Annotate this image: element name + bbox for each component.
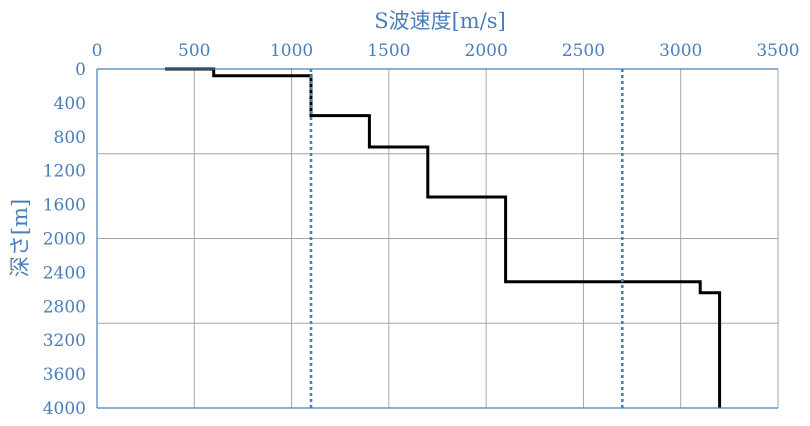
y-tick-label: 1200 <box>43 162 86 182</box>
y-tick-label: 2000 <box>43 230 86 250</box>
x-tick-label: 1500 <box>367 41 410 61</box>
y-tick-label: 2400 <box>43 263 86 283</box>
x-tick-label: 0 <box>92 41 103 61</box>
y-tick-label: 400 <box>54 94 86 114</box>
velocity-profile-line <box>165 67 722 408</box>
axes <box>96 68 778 409</box>
y-tick-label: 0 <box>75 60 86 80</box>
x-tick-label: 2000 <box>465 41 508 61</box>
grid-lines <box>97 69 779 409</box>
y-tick-label: 800 <box>54 128 86 148</box>
y-axis-title: 深さ[m] <box>8 199 32 277</box>
y-tick-label: 3600 <box>43 365 86 385</box>
x-tick-label: 3500 <box>756 41 799 61</box>
x-tick-label: 3000 <box>659 41 702 61</box>
x-tick-label: 500 <box>178 41 210 61</box>
x-tick-label: 2500 <box>562 41 605 61</box>
x-tick-label: 1000 <box>270 41 313 61</box>
y-tick-label: 2800 <box>43 297 86 317</box>
x-axis-title: S波速度[m/s] <box>374 9 506 33</box>
tick-labels: 0 500 1000 1500 2000 2500 3000 3500 0 400 800 1200 1… <box>43 41 800 419</box>
y-tick-label: 4000 <box>43 399 86 419</box>
y-tick-label: 3200 <box>43 331 86 351</box>
y-tick-label: 1600 <box>43 196 86 216</box>
series-layer <box>165 67 722 408</box>
